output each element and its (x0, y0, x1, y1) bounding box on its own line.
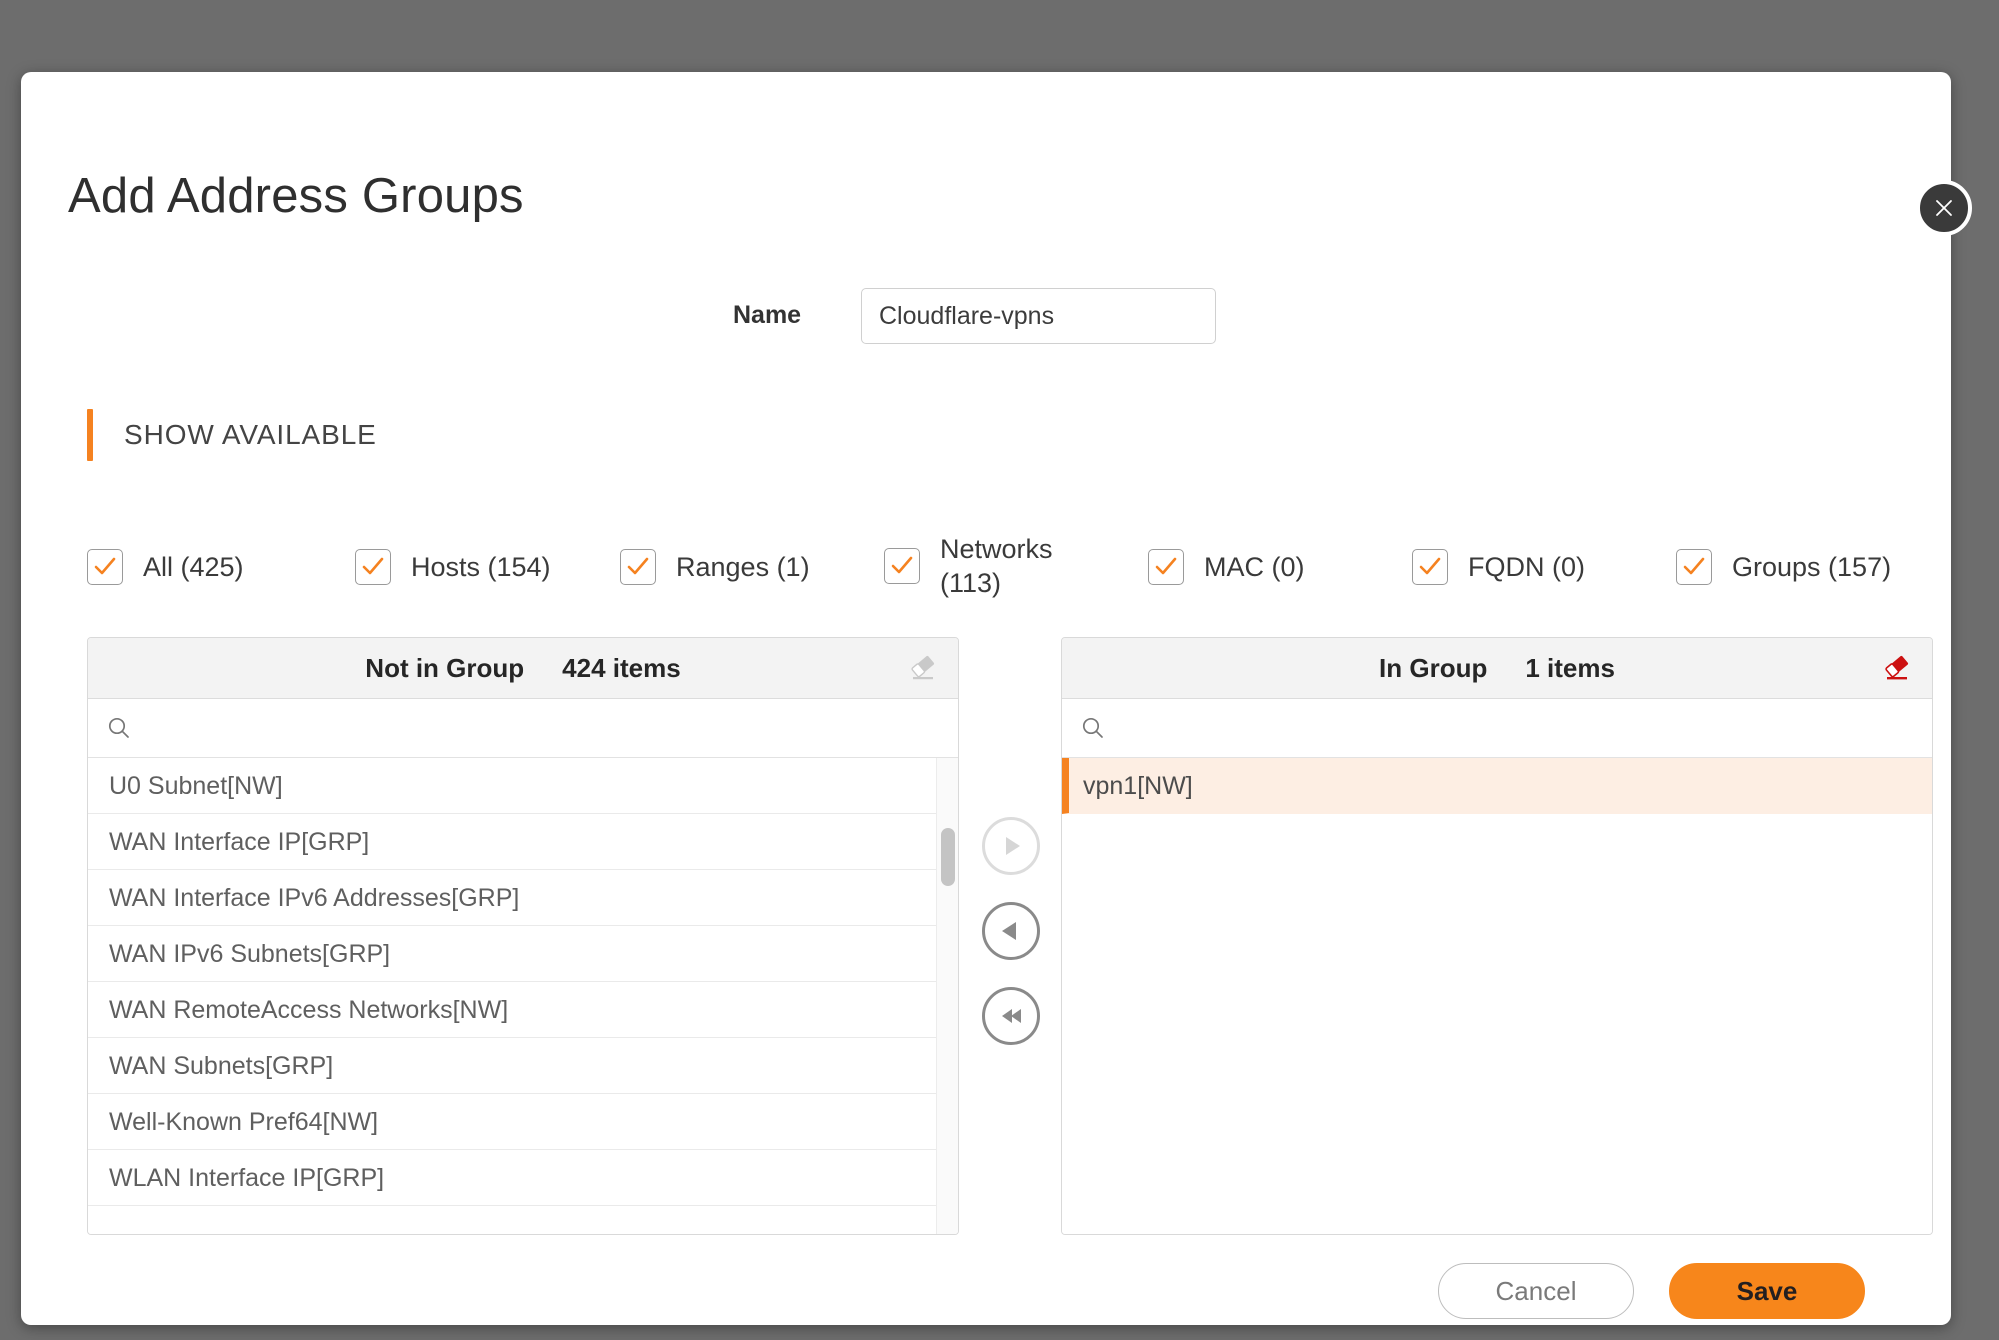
not-in-group-panel: Not in Group 424 items (87, 637, 959, 1235)
type-filter-group: All (425) Hosts (154) Ranges (1) Network… (87, 527, 1917, 607)
name-input[interactable] (861, 288, 1216, 344)
page-title: Add Address Groups (68, 169, 524, 223)
checkbox-fqdn[interactable] (1412, 549, 1448, 585)
move-left-button[interactable] (982, 902, 1040, 960)
list-item[interactable]: WAN Subnets[GRP] (88, 1038, 958, 1094)
in-group-header: In Group 1 items (1062, 638, 1932, 699)
filter-networks[interactable]: Networks (113) (884, 532, 1062, 600)
filter-hosts-label: Hosts (154) (411, 552, 551, 582)
name-row: Name (21, 288, 1951, 344)
checkbox-all[interactable] (87, 549, 123, 585)
search-icon (1080, 715, 1106, 741)
checkbox-mac[interactable] (1148, 549, 1184, 585)
not-in-group-header: Not in Group 424 items (88, 638, 958, 699)
filter-ranges[interactable]: Ranges (1) (620, 549, 810, 585)
checkbox-groups[interactable] (1676, 549, 1712, 585)
close-icon (1936, 200, 1952, 216)
filter-all[interactable]: All (425) (87, 549, 244, 585)
scrollbar-thumb[interactable] (941, 828, 955, 886)
in-group-list[interactable]: vpn1[NW] (1062, 758, 1932, 1234)
filter-groups[interactable]: Groups (157) (1676, 549, 1891, 585)
search-icon (106, 715, 132, 741)
list-item[interactable]: U0 Subnet[NW] (88, 758, 958, 814)
list-item[interactable]: WAN IPv6 Subnets[GRP] (88, 926, 958, 982)
list-item[interactable]: WAN Interface IP[GRP] (88, 814, 958, 870)
in-group-title: In Group (1379, 652, 1488, 683)
not-in-group-search-row (88, 699, 958, 758)
in-group-search-row (1062, 699, 1932, 758)
checkbox-ranges[interactable] (620, 549, 656, 585)
filter-hosts[interactable]: Hosts (154) (355, 549, 551, 585)
list-item[interactable]: vpn1[NW] (1062, 758, 1932, 814)
filter-mac[interactable]: MAC (0) (1148, 549, 1305, 585)
filter-ranges-label: Ranges (1) (676, 552, 810, 582)
clear-left-eraser-icon[interactable] (906, 651, 940, 685)
save-button[interactable]: Save (1669, 1263, 1865, 1319)
not-in-group-scrollbar[interactable] (936, 758, 958, 1234)
list-item[interactable]: WAN RemoteAccess Networks[NW] (88, 982, 958, 1038)
list-item[interactable]: WAN Interface IPv6 Addresses[GRP] (88, 870, 958, 926)
filter-mac-label: MAC (0) (1204, 552, 1305, 582)
transfer-controls (971, 817, 1051, 1072)
list-item[interactable]: WLAN Interface IP[GRP] (88, 1150, 958, 1206)
in-group-search-input[interactable] (1106, 699, 1932, 757)
name-label: Name (733, 301, 802, 329)
filter-groups-label: Groups (157) (1732, 552, 1892, 582)
not-in-group-title: Not in Group (365, 652, 525, 683)
dialog-footer: Cancel Save (21, 1263, 1951, 1323)
add-address-groups-dialog: Add Address Groups Name SHOW AVAILABLE A… (21, 72, 1972, 1325)
not-in-group-search-input[interactable] (132, 699, 958, 757)
cancel-button[interactable]: Cancel (1438, 1263, 1634, 1319)
move-right-button[interactable] (982, 817, 1040, 875)
in-group-count: 1 items (1525, 652, 1615, 683)
show-available-section-header: SHOW AVAILABLE (87, 409, 377, 461)
filter-fqdn[interactable]: FQDN (0) (1412, 549, 1585, 585)
section-accent-bar (87, 409, 93, 461)
clear-right-eraser-icon[interactable] (1880, 651, 1914, 685)
not-in-group-list[interactable]: U0 Subnet[NW] WAN Interface IP[GRP] WAN … (88, 758, 958, 1234)
close-button[interactable] (1916, 180, 1972, 236)
filter-fqdn-label: FQDN (0) (1468, 552, 1585, 582)
filter-networks-label: Networks (113) (940, 534, 1053, 598)
in-group-panel: In Group 1 items (1061, 637, 1933, 1235)
checkbox-hosts[interactable] (355, 549, 391, 585)
filter-all-label: All (425) (143, 552, 244, 582)
checkbox-networks[interactable] (884, 548, 920, 584)
not-in-group-count: 424 items (562, 652, 681, 683)
section-title: SHOW AVAILABLE (124, 419, 377, 450)
move-all-left-button[interactable] (982, 987, 1040, 1045)
list-item[interactable]: Well-Known Pref64[NW] (88, 1094, 958, 1150)
